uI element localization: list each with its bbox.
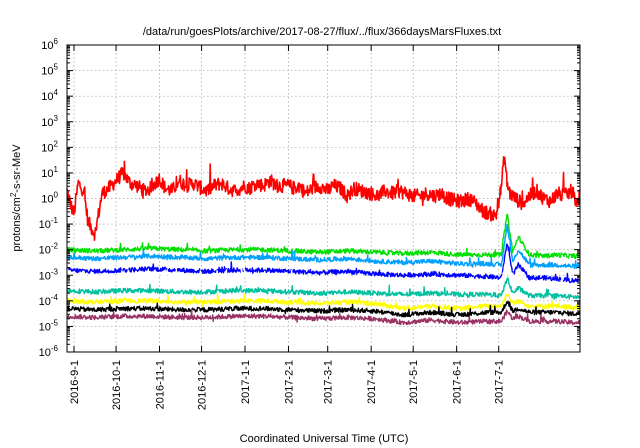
y-tick-label: 10-5	[39, 318, 59, 333]
flux-series-line	[66, 243, 580, 284]
y-tick-label: 10-4	[39, 293, 59, 308]
x-tick-label: 2017-3-1	[323, 360, 335, 404]
y-axis-label: protons/cm2-s-sr-MeV	[9, 144, 23, 252]
y-axis-label-superscript: 2	[9, 192, 18, 197]
x-tick-label: 2017-1-1	[240, 360, 252, 404]
y-tick-label: 10-1	[39, 216, 59, 231]
y-tick-label: 102	[41, 139, 58, 154]
y-tick-label: 104	[41, 88, 58, 103]
x-tick-label: 2017-2-1	[283, 360, 295, 404]
flux-series-line	[66, 223, 581, 270]
flux-series-line	[66, 308, 581, 326]
flux-series-line	[66, 156, 581, 241]
chart-title: /data/run/goesPlots/archive/2017-08-27/f…	[143, 26, 501, 38]
y-tick-label: 10-2	[39, 242, 59, 257]
x-axis-label: Coordinated Universal Time (UTC)	[240, 433, 409, 445]
x-tick-label: 2017-6-1	[452, 360, 464, 404]
y-tick-label: 105	[41, 63, 58, 78]
x-tick-label: 2017-7-1	[494, 360, 506, 404]
plot-frame	[66, 44, 581, 353]
x-tick-label: 2017-5-1	[408, 360, 420, 404]
grid-lines	[67, 45, 580, 352]
y-tick-label: 106	[41, 37, 58, 52]
flux-series-line	[66, 277, 581, 300]
y-tick-label: 100	[41, 191, 58, 206]
y-axis-label-main: protons/cm	[11, 197, 23, 251]
x-tick-label: 2016-12-1	[197, 360, 209, 410]
x-axis-ticks: 2016-9-1 2016-10-1 2016-11-1 2016-12-1 2017-…	[69, 45, 506, 410]
y-tick-label: 10-3	[39, 267, 59, 282]
flux-series-line	[66, 256, 581, 288]
x-tick-label: 2016-10-1	[111, 360, 123, 410]
x-tick-label: 2017-4-1	[366, 360, 378, 404]
y-tick-label: 103	[41, 114, 58, 129]
x-tick-label: 2016-11-1	[155, 360, 167, 409]
flux-series-line	[66, 300, 581, 318]
x-tick-label: 2016-9-1	[69, 360, 81, 404]
y-tick-label: 101	[41, 165, 58, 180]
flux-series-line	[66, 213, 581, 259]
y-axis-label-rest: -s-sr-MeV	[11, 144, 23, 193]
data-series	[66, 156, 581, 326]
y-tick-label: 10-6	[39, 344, 59, 359]
